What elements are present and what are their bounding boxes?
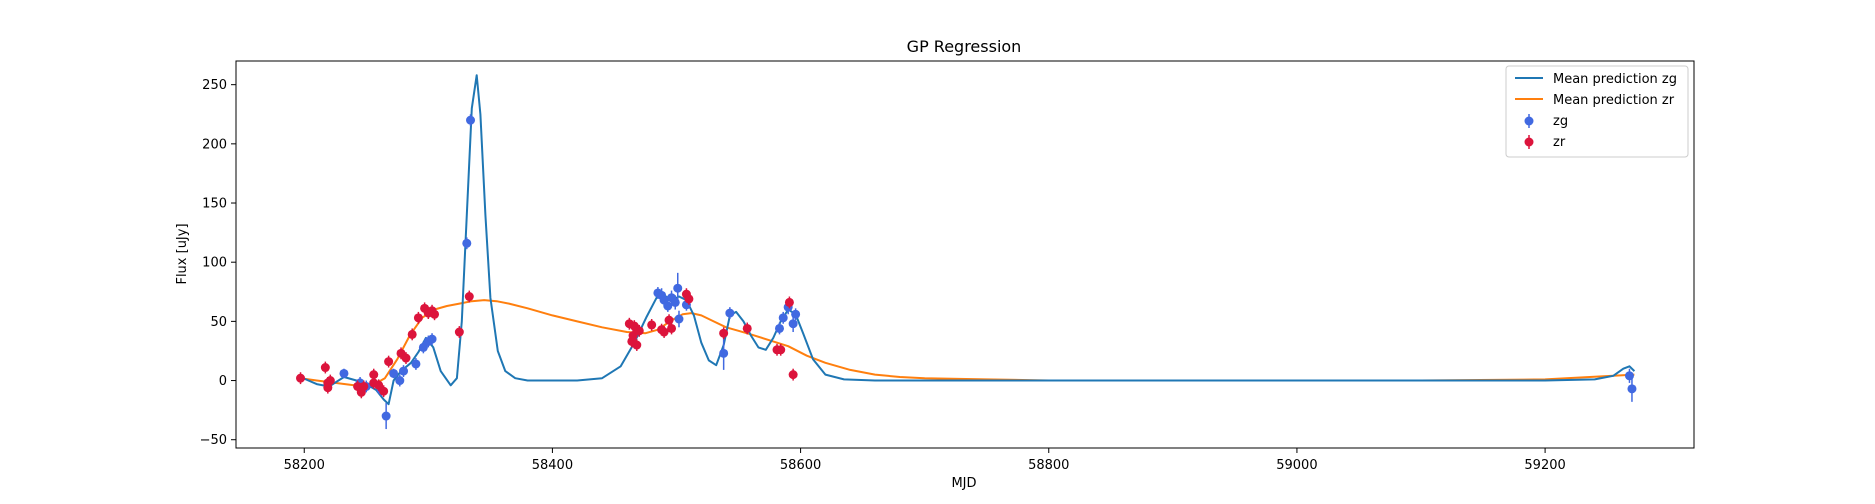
chart-title: GP Regression bbox=[907, 37, 1022, 56]
plot-frame bbox=[235, 60, 1695, 449]
x-tick-label: 58600 bbox=[780, 458, 821, 473]
x-axis-label: MJD bbox=[951, 476, 976, 491]
legend-box bbox=[1505, 65, 1689, 158]
zg-point bbox=[462, 238, 472, 248]
zr-point bbox=[634, 326, 644, 336]
legend-zr-marker-swatch bbox=[1524, 137, 1534, 147]
zr-point bbox=[667, 323, 677, 333]
y-tick-label: 0 bbox=[219, 374, 227, 389]
legend-zg-marker-swatch bbox=[1524, 116, 1534, 126]
zg-point bbox=[466, 115, 476, 125]
x-tick-label: 58400 bbox=[532, 458, 573, 473]
zr-point bbox=[659, 327, 669, 337]
zg-point bbox=[774, 323, 784, 333]
y-axis: −50 0 50 100 150 200 250 bbox=[200, 78, 236, 448]
zg-point bbox=[673, 283, 683, 293]
zg-point bbox=[389, 368, 399, 378]
zg-point bbox=[399, 366, 409, 376]
legend-label-zr: zr bbox=[1553, 135, 1566, 150]
zr-point bbox=[454, 327, 464, 337]
zr-point bbox=[407, 329, 417, 339]
zg-point bbox=[339, 368, 349, 378]
x-axis: 58200 58400 58600 58800 59000 59200 bbox=[284, 448, 1566, 473]
zr-point bbox=[359, 381, 369, 391]
legend-label-zr-mean: Mean prediction zr bbox=[1553, 93, 1675, 108]
zr-point bbox=[369, 370, 379, 380]
zr-point bbox=[647, 320, 657, 330]
zr-point bbox=[742, 323, 752, 333]
y-tick-label: 50 bbox=[210, 315, 227, 330]
x-tick-label: 59000 bbox=[1276, 458, 1317, 473]
plot-area bbox=[296, 74, 1637, 430]
y-tick-label: 150 bbox=[202, 197, 227, 212]
zr-point bbox=[320, 363, 330, 373]
zg-point bbox=[418, 342, 428, 352]
zg-point bbox=[788, 319, 798, 329]
x-tick-label: 59200 bbox=[1524, 458, 1565, 473]
zr-point bbox=[464, 292, 474, 302]
zr-point bbox=[788, 370, 798, 380]
zg-point bbox=[411, 359, 421, 369]
zr-point bbox=[325, 376, 335, 386]
legend-label-zg-mean: Mean prediction zg bbox=[1553, 72, 1677, 87]
zr-point bbox=[413, 313, 423, 323]
y-tick-label: 200 bbox=[202, 137, 227, 152]
zg-mean-prediction-line bbox=[300, 74, 1636, 406]
zr-point bbox=[632, 340, 642, 350]
zr-point bbox=[401, 353, 411, 363]
zg-point bbox=[395, 376, 405, 386]
zg-point bbox=[427, 334, 437, 344]
y-tick-label: 100 bbox=[202, 256, 227, 271]
y-tick-label: 250 bbox=[202, 78, 227, 93]
x-tick-label: 58200 bbox=[284, 458, 325, 473]
zr-point bbox=[784, 297, 794, 307]
zg-point bbox=[719, 348, 729, 358]
zr-point bbox=[628, 331, 638, 341]
zr-point bbox=[430, 309, 440, 319]
zg-point bbox=[663, 301, 673, 311]
legend-label-zg: zg bbox=[1553, 114, 1568, 129]
zr-point bbox=[296, 373, 306, 383]
legend: Mean prediction zg Mean prediction zr zg… bbox=[1505, 65, 1689, 158]
zg-point bbox=[791, 309, 801, 319]
y-tick-label: −50 bbox=[200, 433, 227, 448]
zr-point bbox=[664, 315, 674, 325]
zg-point bbox=[725, 308, 735, 318]
zr-point bbox=[684, 294, 694, 304]
zg-point bbox=[381, 411, 391, 421]
zg-point bbox=[778, 313, 788, 323]
y-axis-label: Flux [uJy] bbox=[175, 223, 190, 284]
zg-mean-line-layer bbox=[300, 74, 1636, 406]
zr-point bbox=[374, 380, 384, 390]
zr-points-layer bbox=[296, 288, 798, 399]
zg-point bbox=[1627, 384, 1637, 394]
zr-point bbox=[719, 328, 729, 338]
zr-point bbox=[776, 345, 786, 355]
zr-point bbox=[379, 386, 389, 396]
zg-point bbox=[674, 314, 684, 324]
x-tick-label: 58800 bbox=[1028, 458, 1069, 473]
zr-point bbox=[384, 357, 394, 367]
